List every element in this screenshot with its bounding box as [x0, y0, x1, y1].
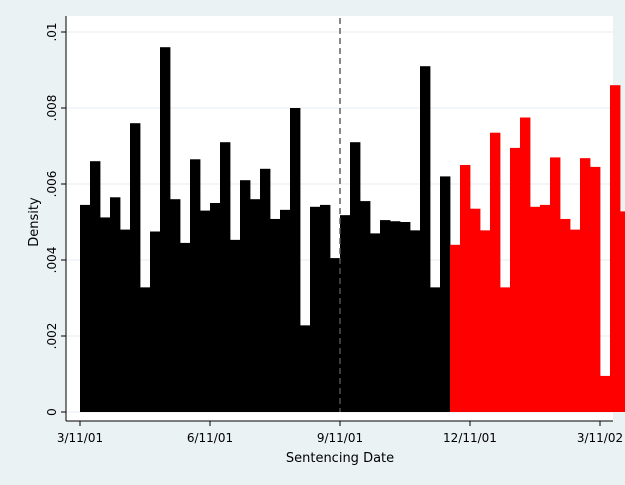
x-tick-label: 3/11/02	[577, 431, 623, 445]
bar-before	[100, 217, 111, 412]
y-tick-label: .008	[45, 95, 59, 122]
bar-before	[130, 123, 141, 412]
bar-after	[560, 218, 571, 412]
bar-before	[270, 218, 281, 412]
bar-before	[420, 66, 431, 412]
y-tick-label: .004	[45, 247, 59, 274]
bar-after	[590, 166, 601, 412]
bar-before	[120, 229, 131, 412]
bar-before	[160, 47, 171, 412]
bar-before	[440, 176, 451, 412]
bar-after	[510, 147, 521, 412]
y-tick-label: .002	[45, 323, 59, 350]
bar-after	[450, 244, 461, 412]
bar-before	[90, 161, 101, 412]
bar-before	[200, 210, 211, 412]
bar-before	[390, 221, 401, 412]
x-tick-label: 3/11/01	[57, 431, 103, 445]
y-tick-label: 0	[45, 408, 59, 416]
bar-before	[290, 108, 301, 412]
bar-before	[260, 168, 271, 412]
bar-after	[490, 132, 501, 412]
bar-before	[310, 206, 321, 412]
bar-before	[140, 287, 151, 412]
bar-after	[540, 204, 551, 412]
bar-before	[250, 199, 261, 412]
axes: 0 .002 .004 .006 .008 .01 3/11/01 6/11/01 9/11/0…	[45, 16, 623, 445]
bar-after	[550, 157, 561, 412]
y-tick-label: .01	[45, 22, 59, 41]
bar-before	[380, 220, 391, 412]
y-axis-label: Density	[27, 197, 42, 247]
x-axis-label: Sentencing Date	[286, 451, 394, 466]
bar-before	[230, 239, 241, 412]
bar-after	[570, 229, 581, 412]
bar-after	[460, 165, 471, 412]
bar-after	[530, 206, 541, 412]
x-tick-label: 6/11/01	[187, 431, 233, 445]
bar-before	[340, 215, 351, 412]
bar-before	[330, 258, 341, 412]
bar-before	[150, 231, 161, 412]
y-tick-label: .006	[45, 171, 59, 198]
bar-before	[300, 325, 311, 412]
bar-before	[400, 222, 411, 412]
bar-before	[190, 159, 201, 412]
bar-after	[620, 211, 625, 412]
bar-before	[360, 201, 371, 412]
x-tick-label: 12/11/01	[443, 431, 497, 445]
bar-before	[180, 242, 191, 412]
bar-after	[520, 117, 531, 412]
bar-before	[80, 204, 91, 412]
bar-before	[410, 230, 421, 412]
bar-before	[240, 180, 251, 412]
bar-before	[350, 142, 361, 412]
bar-after	[580, 158, 591, 412]
bar-before	[220, 142, 231, 412]
bar-before	[280, 209, 291, 412]
bar-before	[320, 204, 331, 412]
bar-after	[600, 375, 611, 412]
bar-after	[470, 208, 481, 412]
x-tick-label: 9/11/01	[317, 431, 363, 445]
bar-before	[110, 197, 121, 412]
bar-after	[480, 230, 491, 412]
bar-before	[370, 233, 381, 412]
bar-before	[170, 199, 181, 412]
bar-after	[500, 287, 511, 412]
bars	[80, 47, 625, 412]
bar-before	[430, 287, 441, 412]
bar-before	[210, 203, 221, 412]
bar-after	[610, 85, 621, 412]
